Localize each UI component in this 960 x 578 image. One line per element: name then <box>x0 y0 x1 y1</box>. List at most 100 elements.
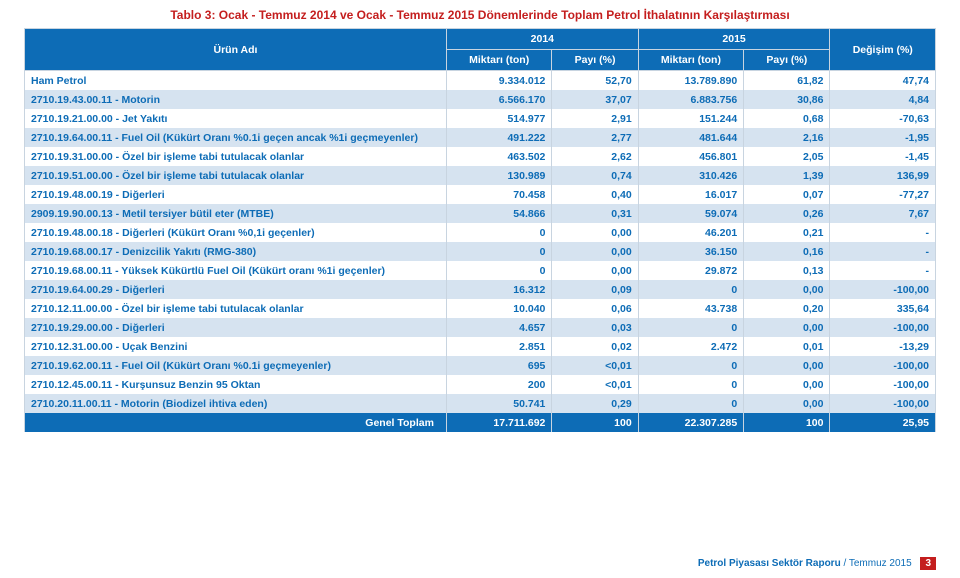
cell-name: 2710.19.51.00.00 - Özel bir işleme tabi … <box>25 166 447 185</box>
cell-name: 2710.20.11.00.11 - Motorin (Biodizel iht… <box>25 394 447 413</box>
cell-qty-2014: 200 <box>446 375 551 394</box>
cell-qty-2015: 29.872 <box>638 261 743 280</box>
cell-share-2015: 61,82 <box>744 71 830 91</box>
table-row: Ham Petrol9.334.01252,7013.789.89061,824… <box>25 71 936 91</box>
cell-qty-2015: 13.789.890 <box>638 71 743 91</box>
cell-qty-2014: 10.040 <box>446 299 551 318</box>
cell-share-2015: 2,05 <box>744 147 830 166</box>
cell-share-2015: 0,21 <box>744 223 830 242</box>
cell-share-2014: 0,00 <box>552 242 638 261</box>
cell-qty-2015: 0 <box>638 356 743 375</box>
cell-qty-2014: 130.989 <box>446 166 551 185</box>
th-qty-2014: Miktarı (ton) <box>446 50 551 71</box>
cell-change: 47,74 <box>830 71 936 91</box>
table-row: 2710.12.31.00.00 - Uçak Benzini2.8510,02… <box>25 337 936 356</box>
cell-name: 2710.19.68.00.11 - Yüksek Kükürtlü Fuel … <box>25 261 447 280</box>
footer-page-number: 3 <box>920 557 936 570</box>
cell-change: -100,00 <box>830 356 936 375</box>
cell-name: 2710.19.43.00.11 - Motorin <box>25 90 447 109</box>
cell-share-2014: <0,01 <box>552 375 638 394</box>
footer-report-title: Petrol Piyasası Sektör Raporu <box>698 558 841 569</box>
cell-qty-2014: 491.222 <box>446 128 551 147</box>
cell-qty-2015: 46.201 <box>638 223 743 242</box>
cell-share-2015: 0,01 <box>744 337 830 356</box>
cell-qty-2015: 151.244 <box>638 109 743 128</box>
cell-share-2014: 0,40 <box>552 185 638 204</box>
table-row: 2710.19.31.00.00 - Özel bir işleme tabi … <box>25 147 936 166</box>
cell-total-label: Genel Toplam <box>25 413 447 432</box>
cell-share-2015: 0,68 <box>744 109 830 128</box>
cell-qty-2014: 6.566.170 <box>446 90 551 109</box>
cell-change: 335,64 <box>830 299 936 318</box>
table-row: 2710.19.64.00.29 - Diğerleri16.3120,0900… <box>25 280 936 299</box>
cell-name: 2710.19.29.00.00 - Diğerleri <box>25 318 447 337</box>
table-row: 2710.19.29.00.00 - Diğerleri4.6570,0300,… <box>25 318 936 337</box>
table-title: Tablo 3: Ocak - Temmuz 2014 ve Ocak - Te… <box>24 8 936 22</box>
cell-share-2014: 2,62 <box>552 147 638 166</box>
cell-share-2015: 2,16 <box>744 128 830 147</box>
cell-change: - <box>830 223 936 242</box>
cell-share-2015: 0,00 <box>744 375 830 394</box>
table-row: 2710.19.68.00.17 - Denizcilik Yakıtı (RM… <box>25 242 936 261</box>
cell-share-2014: 2,77 <box>552 128 638 147</box>
th-share-2014: Payı (%) <box>552 50 638 71</box>
cell-name: 2710.19.48.00.19 - Diğerleri <box>25 185 447 204</box>
page-footer: Petrol Piyasası Sektör Raporu / Temmuz 2… <box>698 557 936 570</box>
cell-change: -1,95 <box>830 128 936 147</box>
cell-share-2014: 0,03 <box>552 318 638 337</box>
cell-name: 2710.19.62.00.11 - Fuel Oil (Kükürt Oran… <box>25 356 447 375</box>
cell-name: 2710.12.31.00.00 - Uçak Benzini <box>25 337 447 356</box>
cell-qty-2015: 2.472 <box>638 337 743 356</box>
table-row: 2710.19.51.00.00 - Özel bir işleme tabi … <box>25 166 936 185</box>
cell-share-2015: 0,13 <box>744 261 830 280</box>
cell-total-qty-2014: 17.711.692 <box>446 413 551 432</box>
cell-change: -100,00 <box>830 280 936 299</box>
cell-qty-2015: 0 <box>638 318 743 337</box>
cell-qty-2015: 456.801 <box>638 147 743 166</box>
cell-qty-2014: 0 <box>446 223 551 242</box>
cell-share-2015: 0,16 <box>744 242 830 261</box>
cell-change: -70,63 <box>830 109 936 128</box>
cell-share-2014: 0,31 <box>552 204 638 223</box>
cell-change: 4,84 <box>830 90 936 109</box>
cell-qty-2015: 310.426 <box>638 166 743 185</box>
cell-qty-2015: 43.738 <box>638 299 743 318</box>
cell-share-2014: 52,70 <box>552 71 638 91</box>
cell-share-2014: 0,00 <box>552 223 638 242</box>
th-product-name: Ürün Adı <box>25 29 447 71</box>
table-header: Ürün Adı 2014 2015 Değişim (%) Miktarı (… <box>25 29 936 71</box>
table-body: Ham Petrol9.334.01252,7013.789.89061,824… <box>25 71 936 433</box>
cell-share-2014: 37,07 <box>552 90 638 109</box>
cell-qty-2015: 0 <box>638 375 743 394</box>
cell-share-2015: 0,07 <box>744 185 830 204</box>
th-share-2015: Payı (%) <box>744 50 830 71</box>
cell-change: 136,99 <box>830 166 936 185</box>
cell-share-2014: 2,91 <box>552 109 638 128</box>
cell-share-2015: 0,00 <box>744 318 830 337</box>
cell-qty-2015: 0 <box>638 280 743 299</box>
cell-qty-2015: 481.644 <box>638 128 743 147</box>
cell-share-2015: 0,00 <box>744 356 830 375</box>
cell-share-2014: 0,02 <box>552 337 638 356</box>
table-row: 2710.19.68.00.11 - Yüksek Kükürtlü Fuel … <box>25 261 936 280</box>
cell-name: 2710.12.11.00.00 - Özel bir işleme tabi … <box>25 299 447 318</box>
cell-share-2015: 30,86 <box>744 90 830 109</box>
cell-qty-2014: 54.866 <box>446 204 551 223</box>
cell-total-qty-2015: 22.307.285 <box>638 413 743 432</box>
cell-qty-2015: 0 <box>638 394 743 413</box>
cell-name: 2710.19.31.00.00 - Özel bir işleme tabi … <box>25 147 447 166</box>
cell-change: -100,00 <box>830 394 936 413</box>
cell-share-2014: 0,29 <box>552 394 638 413</box>
th-year-2015: 2015 <box>638 29 830 50</box>
cell-share-2014: 0,06 <box>552 299 638 318</box>
cell-qty-2014: 2.851 <box>446 337 551 356</box>
cell-share-2014: <0,01 <box>552 356 638 375</box>
table-row: 2710.19.48.00.19 - Diğerleri70.4580,4016… <box>25 185 936 204</box>
cell-qty-2014: 0 <box>446 261 551 280</box>
cell-share-2015: 1,39 <box>744 166 830 185</box>
cell-name: 2710.19.64.00.29 - Diğerleri <box>25 280 447 299</box>
footer-report-period: / Temmuz 2015 <box>841 558 912 569</box>
cell-qty-2014: 70.458 <box>446 185 551 204</box>
table-row: 2710.19.62.00.11 - Fuel Oil (Kükürt Oran… <box>25 356 936 375</box>
cell-total-change: 25,95 <box>830 413 936 432</box>
